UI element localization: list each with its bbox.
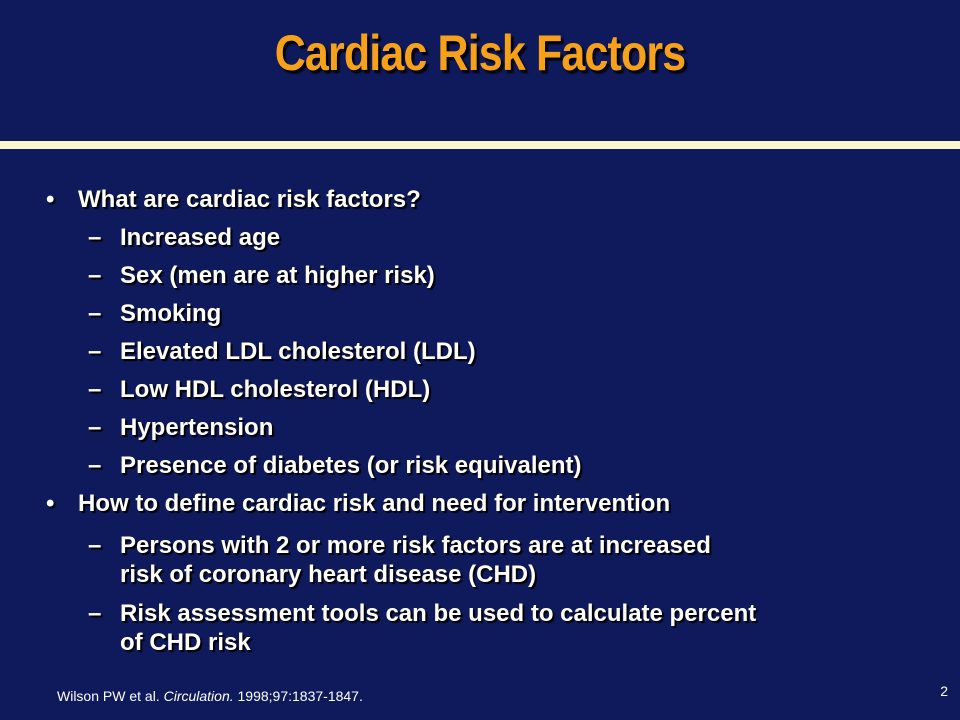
dash-icon: – [88,338,102,365]
dash-icon: – [88,600,102,627]
sub-bullet-text: Elevated LDL cholesterol (LDL) [120,338,476,365]
sub-bullet-text-line-1: Persons with 2 or more risk factors are … [120,532,711,559]
bullet-icon: • [46,186,55,213]
sub-bullet-text-line-2: of CHD risk [120,629,251,656]
citation-authors: Wilson PW et al. [57,688,160,704]
sub-bullet-text: Increased age [120,224,281,251]
sub-bullet-text: Hypertension [120,414,274,441]
dash-icon: – [88,452,102,479]
bullet-icon: • [46,490,55,517]
dash-icon: – [88,262,102,289]
slide-title: Cardiac Risk Factors [274,25,686,81]
sub-bullet-text: Presence of diabetes (or risk equivalent… [120,452,582,479]
dash-icon: – [88,300,102,327]
page-number: 2 [940,683,948,699]
citation-details: 1998;97:1837-1847. [237,688,363,704]
dash-icon: – [88,532,102,559]
dash-icon: – [88,376,102,403]
citation-journal: Circulation. [163,688,234,704]
bullet-text: What are cardiac risk factors? [78,186,421,213]
citation: Wilson PW et al. Circulation. 1998;97:18… [57,688,363,704]
sub-bullet-text-line-1: Risk assessment tools can be used to cal… [120,600,757,627]
sub-bullet-text-line-2: risk of coronary heart disease (CHD) [120,561,537,588]
sub-bullet-text: Low HDL cholesterol (HDL) [120,376,431,403]
title-divider [0,141,960,149]
sub-bullet-text: Sex (men are at higher risk) [120,262,435,289]
sub-bullet-text: Smoking [120,300,222,327]
dash-icon: – [88,414,102,441]
bullet-text: How to define cardiac risk and need for … [78,490,671,517]
dash-icon: – [88,224,102,251]
